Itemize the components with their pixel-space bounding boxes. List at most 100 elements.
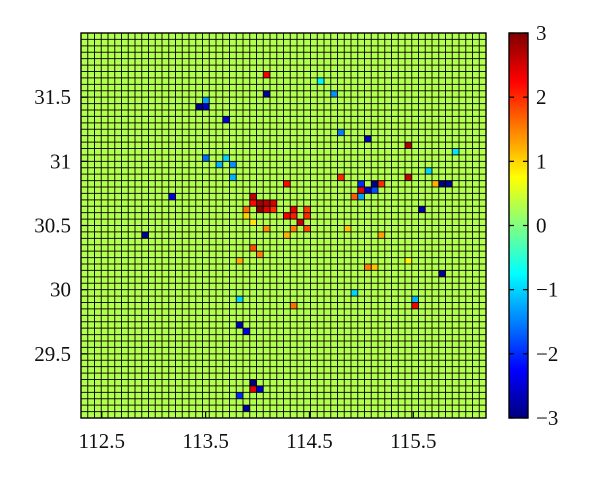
heatmap-cell bbox=[438, 180, 446, 187]
heatmap-cell bbox=[357, 187, 365, 194]
colorbar-tick-label: 3 bbox=[536, 21, 547, 45]
heatmap-cell bbox=[438, 270, 446, 277]
x-tick-label: 113.5 bbox=[182, 429, 228, 453]
y-tick-label: 31.5 bbox=[34, 85, 71, 109]
heatmap-cell bbox=[290, 225, 297, 232]
heatmap-cell bbox=[378, 231, 385, 239]
heatmap-cell bbox=[202, 154, 210, 162]
heatmap-cell bbox=[256, 206, 264, 213]
heatmap-cell bbox=[236, 392, 243, 399]
heatmap-cell bbox=[290, 302, 297, 309]
heatmap-cell bbox=[243, 328, 250, 335]
heatmap-cell bbox=[229, 161, 237, 168]
heatmap-cell bbox=[243, 405, 250, 412]
heatmap-cell bbox=[283, 212, 291, 220]
heatmap-cell bbox=[222, 154, 230, 162]
heatmap-cell bbox=[256, 199, 264, 207]
heatmap-cell bbox=[371, 180, 378, 187]
colorbar-tick-label: 0 bbox=[536, 214, 547, 238]
heatmap-cell bbox=[202, 97, 210, 104]
heatmap-cell bbox=[222, 116, 230, 123]
heatmap-cell bbox=[330, 90, 338, 98]
heatmap-cell bbox=[405, 142, 412, 149]
heatmap-cell bbox=[263, 199, 270, 207]
heatmap-cell bbox=[297, 219, 304, 226]
heatmap-cell bbox=[243, 206, 250, 213]
heatmap-cell bbox=[256, 251, 264, 258]
heatmap-cell bbox=[141, 231, 149, 239]
x-tick-label: 115.5 bbox=[390, 429, 436, 453]
x-tick-label: 112.5 bbox=[79, 429, 125, 453]
heatmap-cell bbox=[452, 148, 459, 155]
heatmap-cell bbox=[168, 193, 176, 200]
heatmap-cell bbox=[371, 187, 378, 194]
heatmap-cell bbox=[351, 289, 358, 297]
colorbar-tick-label: −3 bbox=[536, 406, 558, 430]
heatmap-cell bbox=[290, 212, 297, 220]
heatmap-cell bbox=[249, 244, 257, 252]
colorbar-tick-label: 1 bbox=[536, 149, 547, 173]
heatmap-cell bbox=[229, 174, 237, 181]
colorbar-gradient bbox=[509, 33, 528, 418]
y-tick-label: 30.5 bbox=[34, 214, 71, 238]
heatmap-cell bbox=[357, 193, 365, 200]
colorbar-tick-label: 2 bbox=[536, 85, 547, 109]
y-tick-label: 30 bbox=[50, 278, 71, 302]
heatmap-cell bbox=[249, 219, 257, 226]
heatmap-cell bbox=[243, 212, 250, 220]
heatmap-cell bbox=[249, 199, 257, 207]
x-axis: 112.5 113.5 114.5 115.5 bbox=[79, 412, 437, 453]
heatmap-cell bbox=[263, 225, 270, 232]
y-tick-label: 31 bbox=[50, 149, 71, 173]
heatmap-cell bbox=[263, 90, 270, 98]
colorbar-tick-label: −2 bbox=[536, 342, 558, 366]
heatmap-cell bbox=[290, 206, 297, 213]
heatmap-cell bbox=[195, 103, 203, 110]
heatmap-cell bbox=[411, 296, 419, 303]
heatmap-cell bbox=[344, 225, 351, 232]
heatmap-cell bbox=[249, 379, 257, 386]
heatmap-cell bbox=[216, 161, 223, 168]
heatmap-cell bbox=[445, 180, 453, 187]
heatmap-cell bbox=[337, 129, 345, 136]
heatmap-cell bbox=[337, 174, 345, 181]
heatmap-cell bbox=[432, 180, 439, 187]
heatmap-cell bbox=[411, 302, 419, 309]
x-tick-label: 114.5 bbox=[286, 429, 332, 453]
heatmap-cell bbox=[249, 193, 257, 200]
y-axis: 29.5 30 30.5 31 31.5 bbox=[34, 85, 87, 366]
y-tick-label: 29.5 bbox=[34, 342, 71, 366]
heatmap-cell bbox=[263, 71, 270, 78]
heatmap-cell bbox=[357, 180, 365, 187]
heatmap-cell bbox=[351, 193, 358, 200]
heatmap-cell bbox=[364, 135, 372, 143]
plot-area bbox=[80, 32, 487, 419]
heatmap-cell bbox=[263, 206, 270, 213]
heatmap-cell bbox=[418, 206, 426, 213]
heatmap-cell bbox=[364, 187, 372, 194]
heatmap-cell bbox=[378, 180, 385, 187]
heatmap-cell bbox=[283, 231, 291, 239]
heatmap-cell bbox=[371, 264, 378, 271]
heatmap-cell bbox=[270, 199, 277, 207]
heatmap-cell bbox=[270, 206, 277, 213]
heatmap-cell bbox=[202, 103, 210, 110]
heatmap-cell bbox=[236, 296, 243, 303]
heatmap-cell bbox=[303, 206, 311, 213]
heatmap-cell bbox=[317, 77, 324, 85]
heatmap-cell bbox=[283, 180, 291, 187]
heatmap-cell bbox=[405, 257, 412, 264]
heatmap-cell bbox=[405, 174, 412, 181]
heatmap-cell bbox=[236, 321, 243, 329]
colorbar-tick-label: −1 bbox=[536, 278, 558, 302]
heatmap-cell bbox=[303, 225, 311, 232]
grid-lines bbox=[80, 32, 487, 419]
colorbar: −3 −2 −1 0 1 2 3 bbox=[508, 21, 558, 430]
heatmap-cell bbox=[236, 257, 243, 264]
heatmap-cell bbox=[249, 385, 257, 393]
heatmap-cell bbox=[364, 264, 372, 271]
heatmap-cell bbox=[425, 167, 432, 175]
heatmap-cell bbox=[303, 212, 311, 220]
heatmap-cell bbox=[256, 385, 264, 393]
